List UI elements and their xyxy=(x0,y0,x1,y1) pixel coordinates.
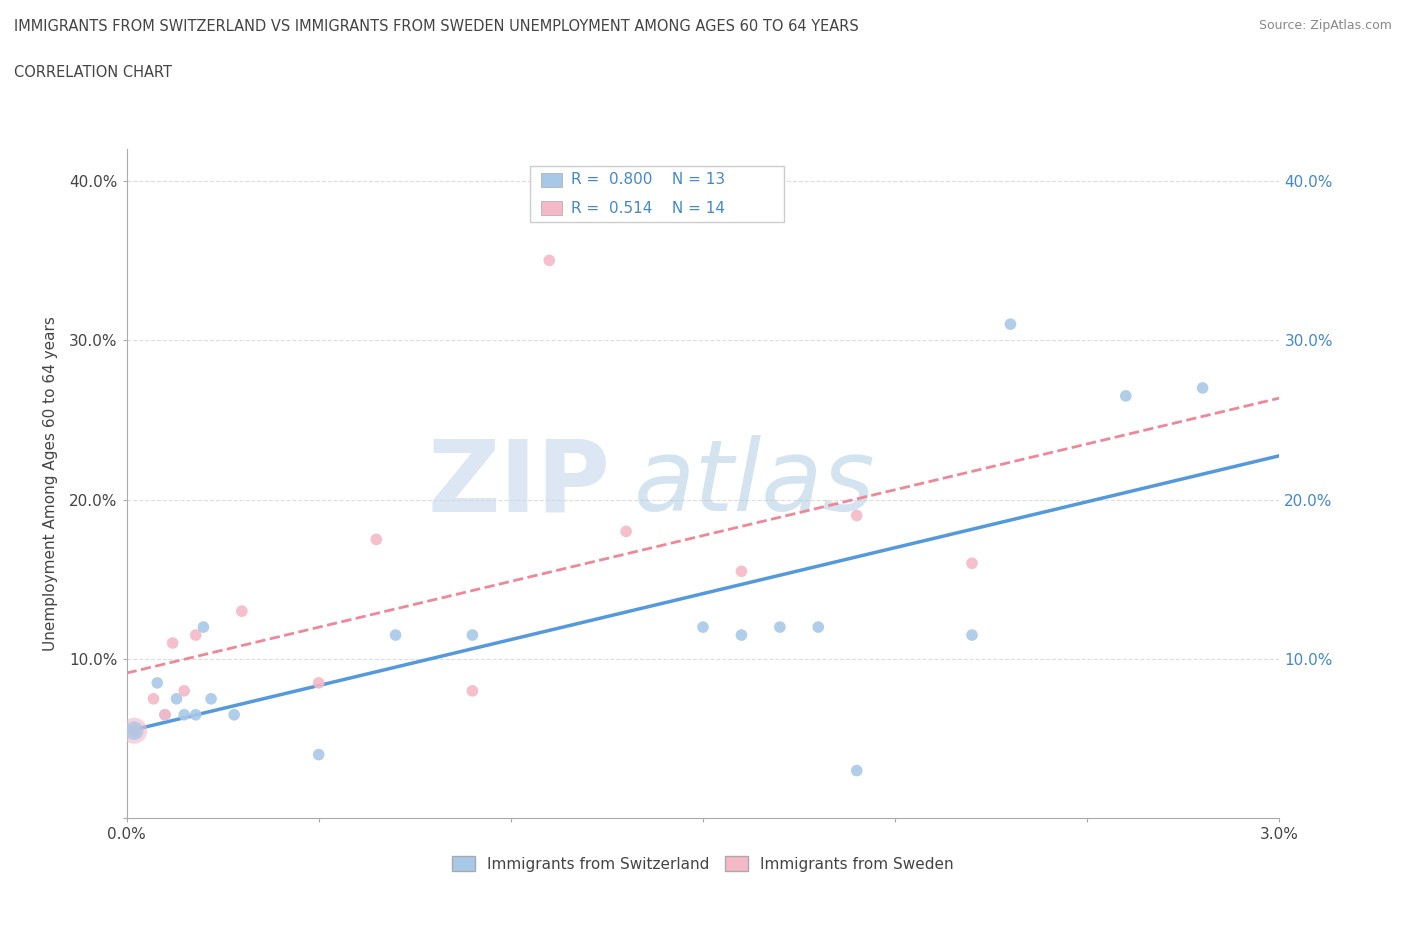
Point xyxy=(845,764,868,778)
Point xyxy=(142,691,165,706)
Point xyxy=(193,619,215,634)
Y-axis label: Unemployment Among Ages 60 to 64 years: Unemployment Among Ages 60 to 64 years xyxy=(44,316,58,651)
Legend: Immigrants from Switzerland, Immigrants from Sweden: Immigrants from Switzerland, Immigrants … xyxy=(446,849,960,878)
Point xyxy=(308,675,330,690)
Point xyxy=(845,508,868,523)
Point xyxy=(730,564,752,578)
Point xyxy=(122,724,145,738)
Point xyxy=(960,628,983,643)
Point xyxy=(146,675,169,690)
Point xyxy=(384,628,406,643)
Point xyxy=(200,691,222,706)
Point xyxy=(122,724,145,738)
Point xyxy=(769,619,792,634)
Text: CORRELATION CHART: CORRELATION CHART xyxy=(14,65,172,80)
Text: ZIP: ZIP xyxy=(427,435,610,532)
Point xyxy=(807,619,830,634)
Point xyxy=(461,628,484,643)
Point xyxy=(1000,317,1022,332)
Point xyxy=(173,684,195,698)
Text: R =  0.514    N = 14: R = 0.514 N = 14 xyxy=(571,201,725,216)
Point xyxy=(184,708,207,723)
Text: R =  0.800    N = 13: R = 0.800 N = 13 xyxy=(571,172,725,187)
Point xyxy=(692,619,714,634)
Point xyxy=(153,708,176,723)
Point xyxy=(308,747,330,762)
Point xyxy=(224,708,246,723)
Point xyxy=(122,724,145,738)
Text: IMMIGRANTS FROM SWITZERLAND VS IMMIGRANTS FROM SWEDEN UNEMPLOYMENT AMONG AGES 60: IMMIGRANTS FROM SWITZERLAND VS IMMIGRANT… xyxy=(14,19,859,33)
Point xyxy=(1115,389,1137,404)
Point xyxy=(960,556,983,571)
Point xyxy=(1191,380,1213,395)
Point xyxy=(730,628,752,643)
Text: atlas: atlas xyxy=(634,435,876,532)
Point xyxy=(614,524,637,538)
Point xyxy=(162,635,184,650)
Text: Source: ZipAtlas.com: Source: ZipAtlas.com xyxy=(1258,19,1392,32)
Point xyxy=(461,684,484,698)
Point xyxy=(538,253,561,268)
Point xyxy=(173,708,195,723)
Point xyxy=(166,691,188,706)
Point xyxy=(366,532,388,547)
Point xyxy=(122,724,145,738)
Point xyxy=(153,708,176,723)
Point xyxy=(184,628,207,643)
Point xyxy=(231,604,253,618)
